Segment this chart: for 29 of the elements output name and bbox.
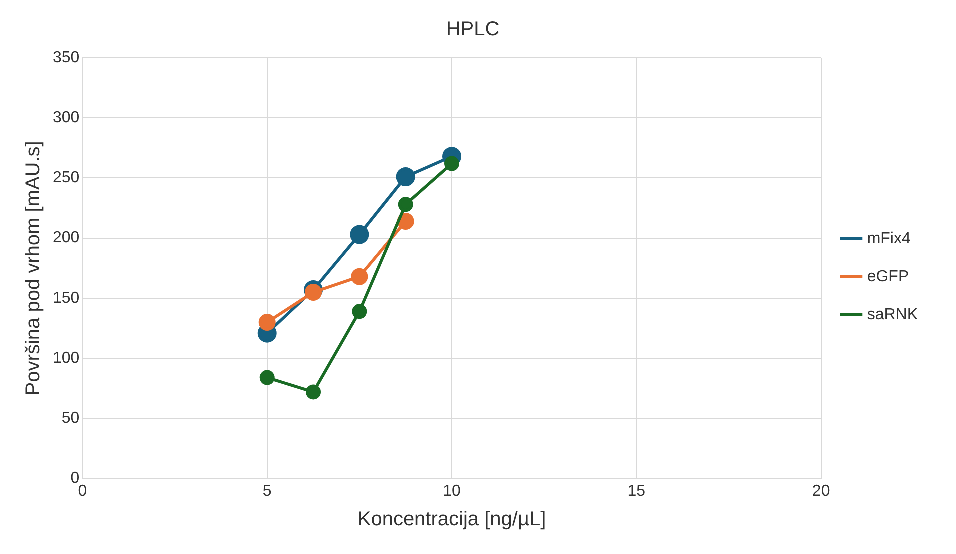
point [305, 284, 322, 301]
legend-label: saRNK [867, 306, 918, 324]
x-axis-title: Koncentracija [ng/µL] [358, 508, 546, 531]
y-tick-label: 150 [52, 290, 80, 307]
point [351, 268, 368, 286]
x-tick-label: 15 [628, 482, 646, 500]
point [260, 370, 275, 386]
point [396, 168, 416, 187]
legend-label: mFix4 [867, 230, 911, 248]
point [352, 304, 368, 320]
x-tick-label: 20 [812, 482, 830, 500]
y-tick-label: 50 [62, 410, 80, 428]
y-tick-label: 0 [70, 470, 80, 488]
point [397, 213, 414, 230]
point [444, 156, 460, 172]
point [306, 384, 322, 400]
y-tick-label: 250 [52, 170, 80, 187]
point [398, 197, 414, 212]
x-tick-label: 5 [262, 482, 272, 500]
y-axis-title: Površina pod vrhom [mAU.s] [22, 141, 45, 396]
chart-title: HPLC [446, 18, 500, 41]
x-tick-label: 10 [443, 482, 462, 500]
y-tick-label: 200 [52, 230, 80, 247]
point [258, 314, 276, 332]
point [350, 225, 370, 244]
y-tick-label: 350 [52, 49, 80, 66]
y-tick-label: 100 [52, 350, 80, 367]
legend-label: eGFP [867, 268, 910, 286]
y-tick-label: 300 [52, 110, 80, 127]
